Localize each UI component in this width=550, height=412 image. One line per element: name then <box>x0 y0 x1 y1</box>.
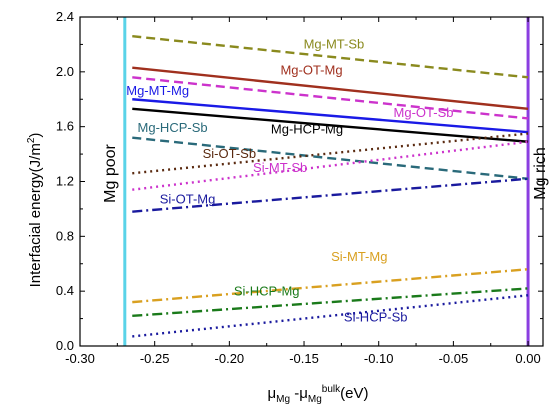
region-lines: Mg poor Mg rich <box>102 17 549 346</box>
x-tick-label: -0.30 <box>65 351 95 366</box>
x-axis-title: μMg -μMgbulk(eV) <box>268 384 369 405</box>
y-axis-title: Interfacial energy(J/m2) <box>26 133 44 288</box>
series-line <box>132 107 529 143</box>
series-label: Si-OT-Sb <box>203 146 256 161</box>
series-line <box>132 294 529 338</box>
series-line <box>132 136 529 180</box>
x-tick-label: -0.25 <box>140 351 170 366</box>
series-line <box>132 287 529 318</box>
series-label: Mg-MT-Sb <box>304 37 365 52</box>
series-label: Mg-HCP-Sb <box>138 120 208 135</box>
series-labels: Mg-MT-Sb Mg-OT-Mg Mg-OT-Sb Mg-MT-Mg Mg-HCP-M… <box>126 37 453 325</box>
series-label: Mg-OT-Mg <box>280 63 342 78</box>
series-label: Si-HCP-Sb <box>344 309 408 324</box>
y-tick-label: 0.0 <box>56 338 74 353</box>
series-line <box>132 132 529 175</box>
x-tick-label: -0.10 <box>364 351 394 366</box>
x-tick-label: -0.20 <box>215 351 245 366</box>
series-line <box>132 76 529 120</box>
series-label: Si-OT-Mg <box>160 191 216 206</box>
series-label: Si-MT-Sb <box>253 160 307 175</box>
mg-poor-label: Mg poor <box>102 143 119 202</box>
series-line <box>132 66 529 111</box>
mg-rich-label: Mg rich <box>532 147 549 199</box>
series-line <box>132 34 529 79</box>
series-line <box>132 140 529 191</box>
y-tick-label: 0.4 <box>56 283 74 298</box>
series-line <box>132 268 529 304</box>
y-tick-label: 2.0 <box>56 64 74 79</box>
axes: -0.30 -0.25 -0.20 -0.15 -0.10 -0.05 0.00 0.0 0.4… <box>56 9 544 366</box>
series-label: Si-HCP-Mg <box>234 283 300 298</box>
y-tick-label: 0.8 <box>56 228 74 243</box>
series-label: Mg-OT-Sb <box>394 105 454 120</box>
x-tick-label: 0.00 <box>515 351 540 366</box>
series-label: Si-MT-Mg <box>331 249 387 264</box>
x-tick-label: -0.15 <box>289 351 319 366</box>
y-tick-label: 1.2 <box>56 174 74 189</box>
y-tick-label: 2.4 <box>56 9 74 24</box>
series-label: Mg-HCP-Mg <box>271 122 343 137</box>
series-lines <box>132 34 529 338</box>
x-tick-label: -0.05 <box>439 351 469 366</box>
series-line <box>132 98 529 134</box>
series-label: Mg-MT-Mg <box>126 83 189 98</box>
y-tick-label: 1.6 <box>56 119 74 134</box>
series-line <box>132 177 529 213</box>
